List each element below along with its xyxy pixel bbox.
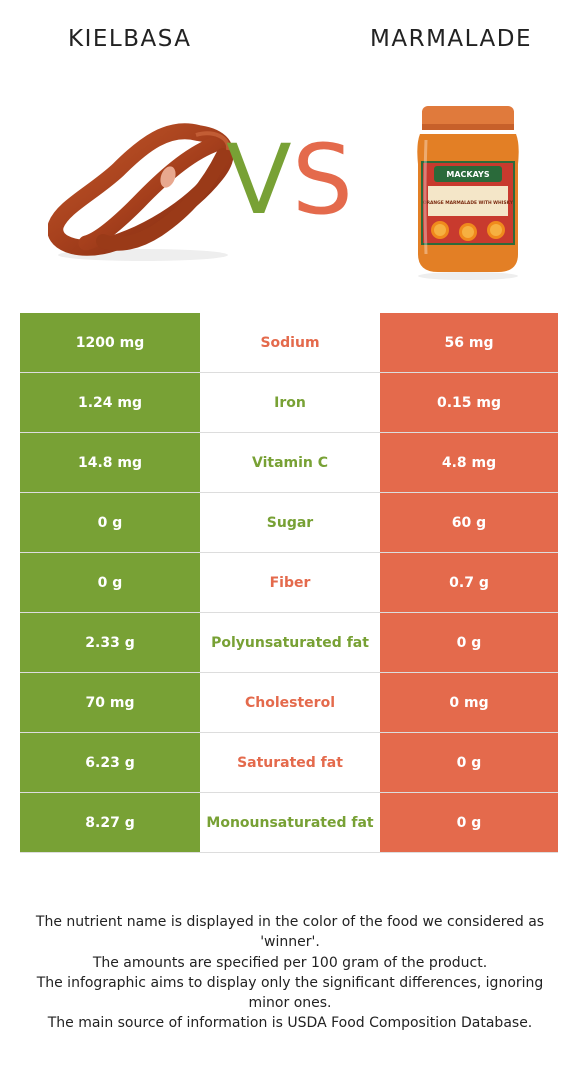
- right-value: 0 g: [380, 732, 558, 793]
- nutrient-name: Sodium: [200, 313, 380, 373]
- left-value: 14.8 mg: [20, 432, 200, 493]
- right-value: 0.7 g: [380, 552, 558, 613]
- jar-brand-plate: [434, 166, 502, 182]
- right-food-title: MARMALADE: [370, 26, 532, 52]
- footer-line: The main source of information is USDA F…: [47, 1015, 533, 1032]
- left-food-title: KIELBASA: [68, 26, 192, 52]
- jar-brand-text: MACKAYS: [446, 170, 489, 179]
- nutrient-name: Cholesterol: [200, 672, 380, 733]
- table-row: 1.24 mg Iron 0.15 mg: [20, 372, 558, 433]
- left-value: 2.33 g: [20, 612, 200, 673]
- footer-line: The infographic aims to display only the…: [36, 974, 544, 1012]
- left-value: 0 g: [20, 492, 200, 553]
- nutrient-name: Polyunsaturated fat: [200, 612, 380, 673]
- left-value: 6.23 g: [20, 732, 200, 793]
- marmalade-jar-image: MACKAYS ORANGE MARMALADE WITH WHISKY: [417, 106, 519, 280]
- right-value: 0 g: [380, 792, 558, 853]
- nutrient-name: Vitamin C: [200, 432, 380, 493]
- table-row: 8.27 g Monounsaturated fat 0 g: [20, 792, 558, 853]
- right-value: 56 mg: [380, 313, 558, 373]
- table-row: 14.8 mg Vitamin C 4.8 mg: [20, 432, 558, 493]
- comparison-table: 1200 mg Sodium 56 mg 1.24 mg Iron 0.15 mg 14.8…: [20, 313, 558, 853]
- footer-line: The amounts are specified per 100 gram o…: [92, 954, 488, 971]
- jar-label-text: ORANGE MARMALADE WITH WHISKY: [423, 200, 514, 206]
- right-value: 4.8 mg: [380, 432, 558, 493]
- table-row: 2.33 g Polyunsaturated fat 0 g: [20, 612, 558, 673]
- vs-letter-s: S: [292, 124, 353, 236]
- left-value: 1.24 mg: [20, 372, 200, 433]
- left-value: 8.27 g: [20, 792, 200, 853]
- table-row: 1200 mg Sodium 56 mg: [20, 313, 558, 373]
- table-row: 6.23 g Saturated fat 0 g: [20, 732, 558, 793]
- left-value: 1200 mg: [20, 313, 200, 373]
- jar-label-block: MACKAYS ORANGE MARMALADE WITH WHISKY: [423, 166, 514, 216]
- right-value: 0 mg: [380, 672, 558, 733]
- vs-letter-v: V: [226, 124, 292, 236]
- table-row: 70 mg Cholesterol 0 mg: [20, 672, 558, 733]
- right-value: 0 g: [380, 612, 558, 673]
- nutrient-name: Sugar: [200, 492, 380, 553]
- nutrient-name: Fiber: [200, 552, 380, 613]
- table-row: 0 g Fiber 0.7 g: [20, 552, 558, 613]
- nutrient-name: Monounsaturated fat: [200, 792, 380, 853]
- footer-notes: The nutrient name is displayed in the co…: [20, 912, 560, 1034]
- jar-label-plate: [428, 186, 508, 216]
- left-value: 0 g: [20, 552, 200, 613]
- footer-line: The nutrient name is displayed in the co…: [35, 914, 545, 951]
- right-value: 60 g: [380, 492, 558, 553]
- left-value: 70 mg: [20, 672, 200, 733]
- right-value: 0.15 mg: [380, 372, 558, 433]
- kielbasa-sausage-image: [48, 123, 234, 261]
- nutrient-name: Saturated fat: [200, 732, 380, 793]
- nutrient-name: Iron: [200, 372, 380, 433]
- table-row: 0 g Sugar 60 g: [20, 492, 558, 553]
